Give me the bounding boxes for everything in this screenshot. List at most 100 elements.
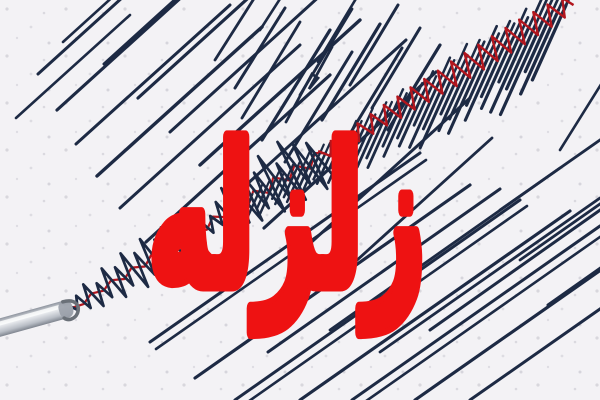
spike-line xyxy=(489,32,501,53)
spike-line xyxy=(447,54,485,135)
spike-line xyxy=(249,193,254,200)
trace-line xyxy=(370,26,422,110)
trace-line xyxy=(316,0,357,64)
trace-line xyxy=(55,0,181,112)
spike-line xyxy=(274,174,290,206)
spike-line xyxy=(362,106,374,131)
trace-line xyxy=(468,307,600,400)
trace-line xyxy=(248,204,529,400)
trace-line xyxy=(350,224,600,400)
background-trace-lines-upper xyxy=(14,0,494,292)
background-trace-lines-lower xyxy=(148,83,600,400)
spike-line xyxy=(300,155,320,194)
spike-line xyxy=(279,172,285,182)
spike-line xyxy=(282,169,297,199)
spike-line xyxy=(243,197,252,214)
trace-line xyxy=(240,20,302,120)
spike-line xyxy=(258,183,275,216)
trace-line xyxy=(413,268,600,400)
trace-line xyxy=(298,209,572,400)
trace-line xyxy=(233,6,287,90)
spike-line xyxy=(234,202,239,209)
spike-line xyxy=(309,152,316,163)
spike-line xyxy=(294,161,301,172)
trace-line xyxy=(198,18,362,167)
spike-line xyxy=(355,118,380,169)
spike-line xyxy=(414,82,424,99)
trace-line xyxy=(136,0,249,100)
trace-line xyxy=(233,198,522,400)
trace-line xyxy=(348,3,400,87)
trace-line xyxy=(193,183,472,380)
trace-line xyxy=(378,196,600,354)
pen-highlight xyxy=(0,304,64,329)
trace-line xyxy=(320,22,382,122)
spike-line xyxy=(397,91,425,148)
trace-line xyxy=(232,38,408,198)
spike-line xyxy=(242,194,248,204)
spike-line xyxy=(324,142,331,154)
seismograph-zigzag xyxy=(64,140,335,315)
trace-line xyxy=(102,0,177,66)
trace-line xyxy=(322,136,494,292)
trace-line xyxy=(154,158,428,351)
trace-line xyxy=(546,266,600,307)
seismic-spike-cluster xyxy=(228,0,570,223)
spike-line xyxy=(332,132,341,149)
trace-line xyxy=(428,208,600,332)
headline-text: زلزله xyxy=(148,104,426,333)
pen-collar xyxy=(58,300,74,319)
spike-line xyxy=(297,160,313,189)
trace-line xyxy=(498,138,600,212)
trace-line xyxy=(266,187,502,354)
trace-line xyxy=(144,73,332,244)
spike-line xyxy=(255,187,267,211)
spike-line xyxy=(328,141,343,170)
red-trace-path xyxy=(317,0,575,158)
spike-line xyxy=(302,151,311,168)
spike-line xyxy=(233,201,245,223)
spike-line xyxy=(264,180,270,191)
trace-line xyxy=(283,50,354,164)
spike-line xyxy=(497,31,523,84)
trace-line xyxy=(36,0,122,76)
spike-line xyxy=(285,165,305,204)
spike-line xyxy=(246,192,260,220)
spike-line xyxy=(479,40,508,99)
spike-line xyxy=(549,0,559,17)
spike-line xyxy=(437,63,470,133)
spike-line xyxy=(287,163,295,177)
spike-line xyxy=(505,22,538,91)
zigzag-path xyxy=(64,140,335,315)
spike-line xyxy=(272,171,280,186)
headline-group: زلزله xyxy=(142,98,433,340)
red-ink-trace-main xyxy=(317,0,575,158)
spike-line xyxy=(270,178,282,200)
spike-line xyxy=(439,68,463,116)
trace-line xyxy=(365,235,600,400)
spike-line xyxy=(418,72,455,150)
seismograph-pen xyxy=(0,299,80,339)
spike-line xyxy=(338,132,358,171)
trace-line xyxy=(518,202,600,262)
trace-line xyxy=(558,83,600,152)
pen-nib-hook xyxy=(61,299,80,322)
spike-line xyxy=(366,109,395,170)
spike-line xyxy=(228,206,237,223)
spike-line xyxy=(381,105,403,148)
spike-line xyxy=(463,45,500,122)
trace-line xyxy=(213,0,255,62)
spike-line xyxy=(465,49,493,107)
spike-line xyxy=(448,59,478,121)
trace-line-kinked xyxy=(284,45,334,124)
spike-line xyxy=(452,42,469,76)
trace-line xyxy=(148,151,422,344)
spike-line xyxy=(257,183,264,195)
spike-line xyxy=(526,0,543,30)
spike-line xyxy=(382,100,410,158)
spike-line xyxy=(408,82,440,149)
trace-line xyxy=(168,0,318,134)
trace-line xyxy=(14,13,132,120)
